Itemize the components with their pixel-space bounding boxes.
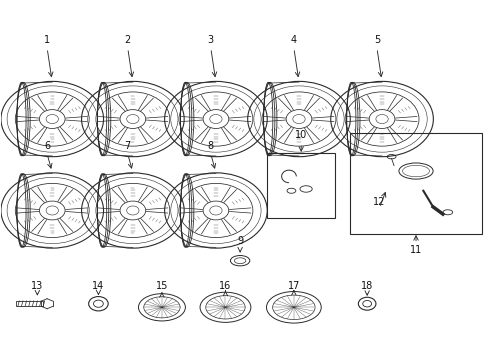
Text: 7: 7 [124, 141, 131, 151]
Text: 5: 5 [374, 35, 380, 45]
Bar [267, 153, 335, 218]
Text: 4: 4 [291, 35, 297, 45]
Text: 1: 1 [44, 35, 50, 45]
Text: 10: 10 [295, 130, 307, 140]
Bar [350, 134, 482, 234]
Text: 16: 16 [220, 281, 232, 291]
Text: 15: 15 [156, 281, 168, 291]
Text: 8: 8 [208, 141, 214, 151]
Text: 9: 9 [237, 236, 243, 246]
Text: 18: 18 [361, 281, 373, 291]
Text: 13: 13 [31, 281, 44, 291]
Text: 2: 2 [124, 35, 131, 45]
Text: 12: 12 [373, 197, 386, 207]
Text: 11: 11 [410, 245, 422, 255]
Text: 3: 3 [208, 35, 214, 45]
Text: 14: 14 [92, 281, 104, 291]
Text: 6: 6 [44, 141, 50, 151]
Text: 17: 17 [288, 281, 300, 291]
